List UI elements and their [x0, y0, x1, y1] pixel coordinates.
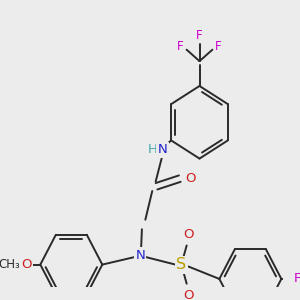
- Text: O: O: [21, 258, 32, 271]
- Text: O: O: [183, 289, 194, 300]
- Text: H: H: [148, 143, 158, 157]
- Text: O: O: [183, 227, 194, 241]
- Text: O: O: [186, 172, 196, 185]
- Text: CH₃: CH₃: [0, 258, 20, 271]
- Text: F: F: [215, 40, 222, 53]
- Text: F: F: [294, 272, 300, 285]
- Text: S: S: [176, 257, 187, 272]
- Text: F: F: [196, 29, 203, 42]
- Text: N: N: [135, 248, 145, 262]
- Text: N: N: [158, 143, 167, 157]
- Text: F: F: [177, 40, 184, 53]
